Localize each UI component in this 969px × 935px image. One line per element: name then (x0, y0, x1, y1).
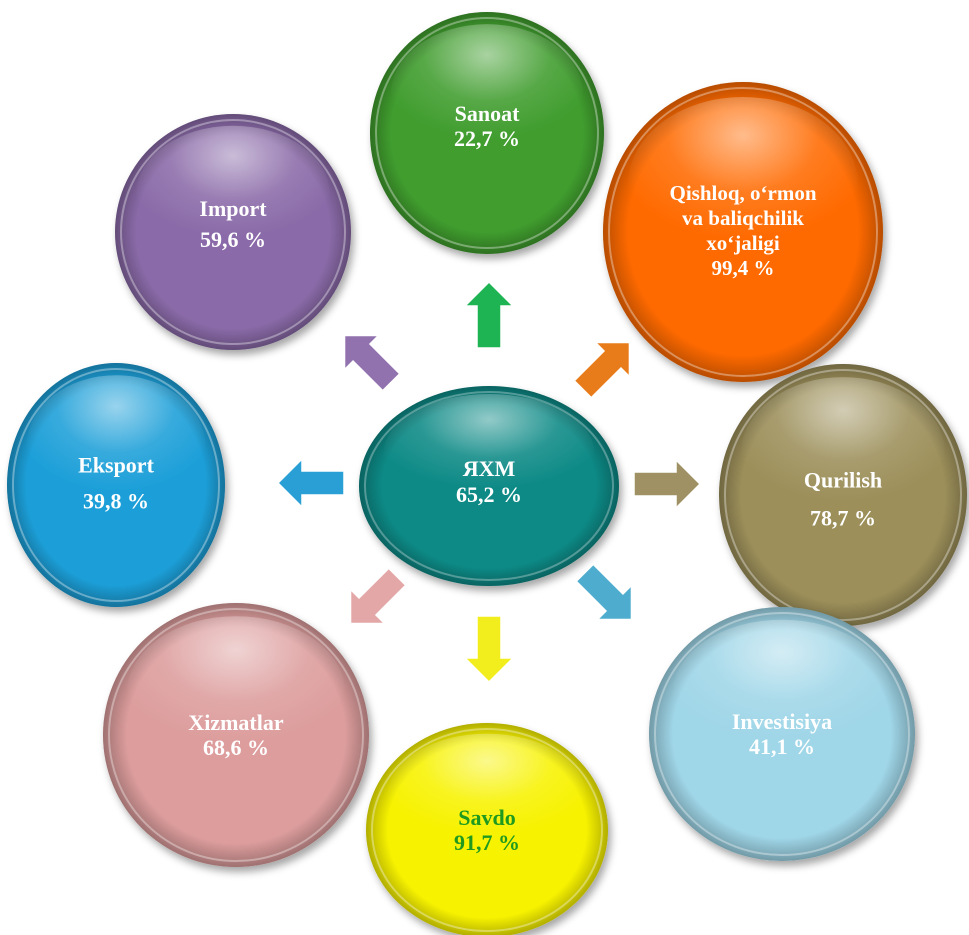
savdo-text-1: Savdo (458, 805, 515, 830)
qishloq-text-1: Qishloq, o‘rmon (669, 181, 816, 205)
xizmatlar-text-1: Xizmatlar (188, 710, 284, 735)
qurilish-text-2: 78,7 % (810, 506, 876, 531)
center-value: 65,2 % (456, 482, 522, 507)
investisiya-text-2: 41,1 % (749, 734, 815, 759)
investisiya-text-1: Investisiya (732, 709, 832, 734)
qurilish-arrow (633, 458, 702, 510)
sanoat-text-1: Sanoat (455, 101, 520, 126)
qishloq-text-2: va baliqchilik (682, 206, 804, 230)
import-arrow (343, 334, 401, 392)
qurilish-bubble: Qurilish 78,7 % (719, 364, 967, 626)
sanoat-arrow (463, 280, 515, 349)
savdo-arrow (463, 615, 515, 684)
xizmatlar-text-2: 68,6 % (203, 735, 269, 760)
eksport-arrow (276, 457, 345, 509)
import-bubble: Import 59,6 % (115, 114, 351, 350)
savdo-text-2: 91,7 % (454, 830, 520, 855)
sanoat-text-2: 22,7 % (454, 126, 520, 151)
center-label: ЯХМ (463, 456, 516, 481)
qurilish-text-1: Qurilish (804, 468, 882, 493)
investisiya-arrow (575, 563, 633, 621)
qishloq-arrow (573, 341, 631, 399)
import-text-2: 59,6 % (200, 227, 266, 252)
eksport-text-2: 39,8 % (83, 489, 149, 514)
qishloq-text-4: 99,4 % (712, 256, 775, 280)
xizmatlar-arrow (349, 567, 407, 625)
qishloq-text-3: xo‘jaligi (706, 231, 780, 255)
import-text-1: Import (199, 196, 267, 221)
eksport-text-1: Eksport (78, 453, 154, 478)
eksport-bubble: Eksport 39,8 % (7, 363, 225, 607)
